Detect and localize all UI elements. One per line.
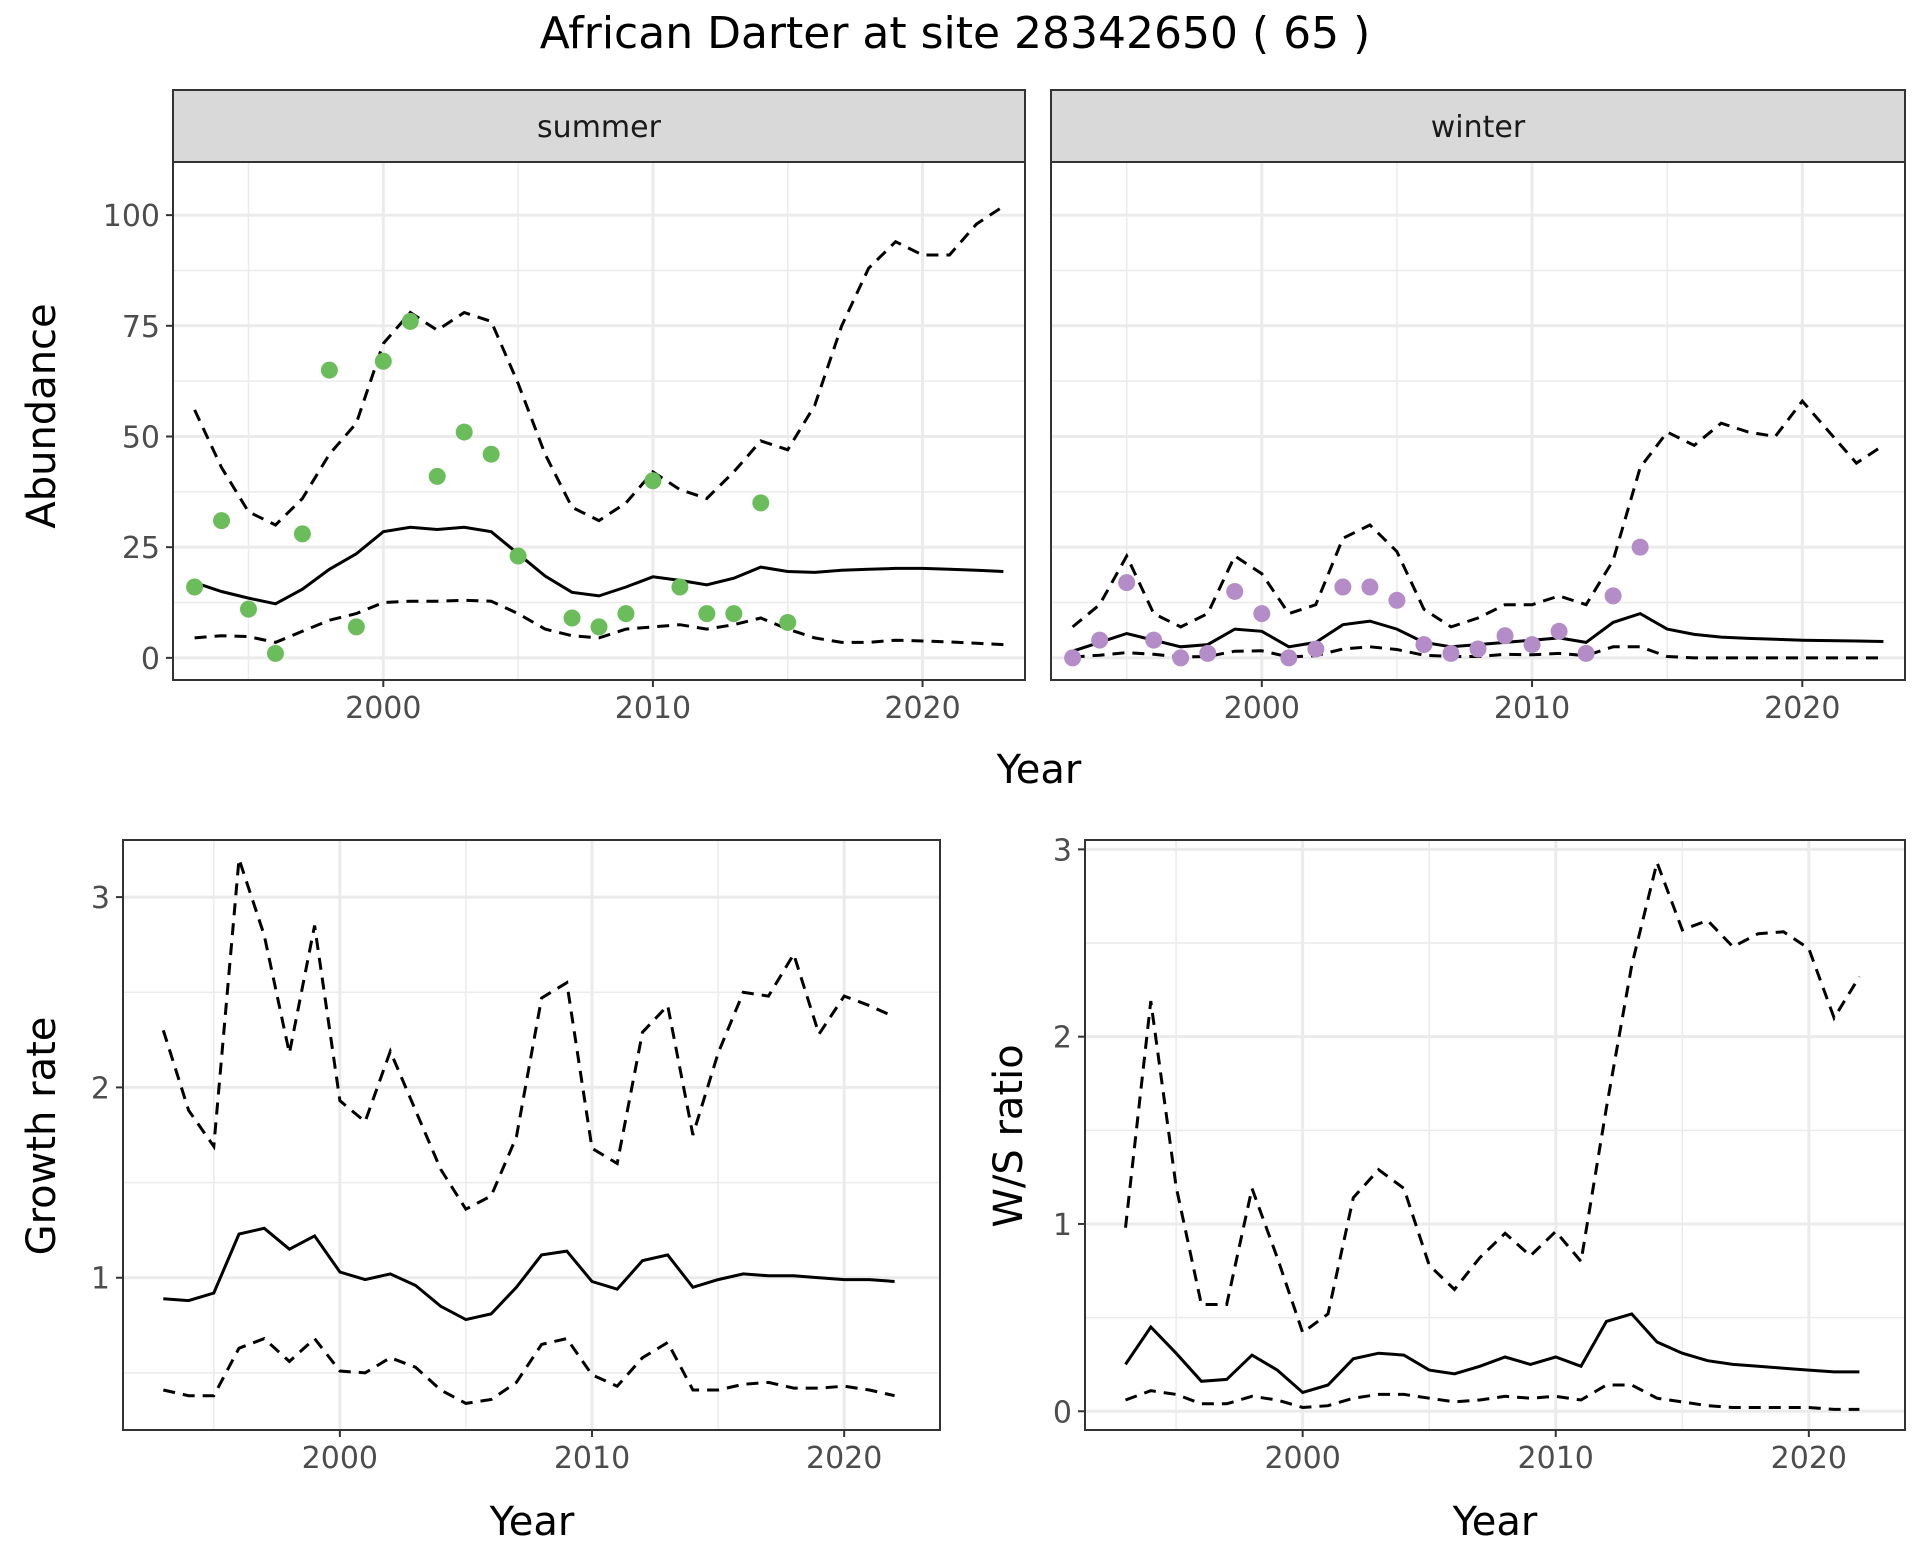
lower-bound-line xyxy=(194,598,1004,647)
growth-rate-panel: 2000 2010 2020 1 2 3 xyxy=(91,839,941,1476)
observed-point xyxy=(1091,631,1109,649)
observed-point xyxy=(1523,636,1541,654)
observed-point xyxy=(1334,578,1352,596)
observed-point xyxy=(1631,538,1649,556)
observed-point xyxy=(374,352,392,370)
observed-point xyxy=(671,578,689,596)
observed-point xyxy=(1577,644,1595,662)
observed-point xyxy=(698,605,716,623)
y-tick-label: 100 xyxy=(103,199,160,234)
observed-point xyxy=(1253,605,1271,623)
upper-bound-line xyxy=(1071,398,1885,629)
y-tick-label: 3 xyxy=(91,881,110,916)
observed-point xyxy=(1604,587,1622,605)
observed-point xyxy=(1388,591,1406,609)
observed-point xyxy=(186,578,204,596)
observed-point xyxy=(752,494,770,512)
ws-ratio-panel: 2000 2010 2020 0 1 2 3 xyxy=(1053,833,1906,1476)
x-tick-label: 2000 xyxy=(345,691,421,726)
observed-point xyxy=(509,547,527,565)
observed-point xyxy=(1550,622,1568,640)
observed-point xyxy=(1226,582,1244,600)
abundance-x-axis-title: Year xyxy=(996,747,1082,793)
observed-point xyxy=(1280,649,1298,667)
observed-point xyxy=(1307,640,1325,658)
facet-strip xyxy=(172,89,1026,163)
x-tick-label: 2010 xyxy=(554,1441,630,1476)
growth-y-axis-title: Growth rate xyxy=(19,1017,65,1256)
observed-point xyxy=(725,605,743,623)
observed-point xyxy=(1496,627,1514,645)
x-tick-label: 2020 xyxy=(884,691,960,726)
upper-bound-line xyxy=(193,205,1005,527)
observed-point xyxy=(779,613,797,631)
y-tick-label: 50 xyxy=(122,420,160,455)
panel-border xyxy=(1084,839,1906,1431)
summer-panel: 2000 2010 2020 0 25 50 75 100 xyxy=(103,89,1026,726)
median-line xyxy=(163,1226,895,1322)
y-tick-label: 3 xyxy=(1053,833,1072,868)
x-tick-label: 2020 xyxy=(1771,1441,1847,1476)
observed-point xyxy=(1415,636,1433,654)
lower-bound-line xyxy=(1124,1383,1860,1411)
y-tick-label: 25 xyxy=(122,531,160,566)
observed-point xyxy=(455,423,473,441)
observed-point xyxy=(1199,644,1217,662)
observed-point xyxy=(1442,644,1460,662)
ws-x-axis-title: Year xyxy=(1452,1499,1538,1545)
median-line xyxy=(1124,1312,1860,1395)
winter-strip-label: winter xyxy=(1431,110,1526,145)
observed-point xyxy=(1469,640,1487,658)
lower-bound-line xyxy=(162,1336,895,1405)
observed-point xyxy=(293,525,311,543)
ws-y-axis-title: W/S ratio xyxy=(986,1044,1032,1227)
observed-point xyxy=(644,472,662,490)
observed-point xyxy=(482,445,500,463)
x-tick-label: 2020 xyxy=(806,1441,882,1476)
upper-bound-line xyxy=(161,858,896,1212)
y-tick-label: 1 xyxy=(1053,1208,1072,1243)
x-tick-label: 2010 xyxy=(1518,1441,1594,1476)
panel-border xyxy=(122,839,941,1431)
x-tick-label: 2010 xyxy=(615,691,691,726)
observed-point xyxy=(563,609,581,627)
observed-point xyxy=(401,312,419,330)
summer-strip-label: summer xyxy=(537,110,662,145)
panel-border xyxy=(172,161,1026,681)
observed-point xyxy=(617,605,635,623)
figure-title: African Darter at site 28342650 ( 65 ) xyxy=(540,8,1371,59)
panel-border xyxy=(1050,161,1906,681)
x-tick-label: 2000 xyxy=(1264,1441,1340,1476)
x-tick-label: 2000 xyxy=(302,1441,378,1476)
x-tick-label: 2010 xyxy=(1494,691,1570,726)
median-line xyxy=(194,525,1004,606)
y-tick-label: 2 xyxy=(91,1071,110,1106)
facet-strip xyxy=(1050,89,1906,163)
observed-point xyxy=(1064,649,1082,667)
observed-point xyxy=(590,618,608,636)
y-tick-label: 2 xyxy=(1053,1021,1072,1056)
abundance-y-axis-title: Abundance xyxy=(19,303,65,528)
winter-panel: 2000 2010 2020 xyxy=(1050,89,1906,726)
observed-point xyxy=(213,512,231,530)
y-tick-label: 1 xyxy=(91,1262,110,1297)
observed-point xyxy=(1145,631,1163,649)
observed-point xyxy=(428,467,446,485)
y-tick-label: 0 xyxy=(1053,1395,1072,1430)
observed-point xyxy=(1118,574,1136,592)
observed-point xyxy=(347,618,365,636)
upper-bound-line xyxy=(1124,857,1861,1336)
y-tick-label: 0 xyxy=(141,642,160,677)
observed-point xyxy=(239,600,257,618)
x-tick-label: 2020 xyxy=(1764,691,1840,726)
x-tick-label: 2000 xyxy=(1224,691,1300,726)
observed-point xyxy=(266,644,284,662)
observed-point xyxy=(1172,649,1190,667)
observed-point xyxy=(320,361,338,379)
growth-x-axis-title: Year xyxy=(489,1499,575,1545)
observed-point xyxy=(1361,578,1379,596)
y-tick-label: 75 xyxy=(122,310,160,345)
